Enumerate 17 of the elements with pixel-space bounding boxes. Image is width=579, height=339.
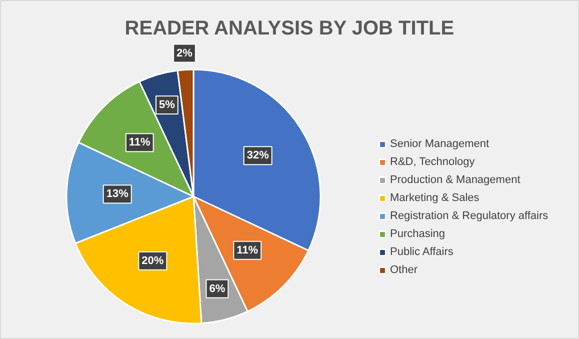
- data-label: 5%: [158, 99, 176, 112]
- data-label: 2%: [176, 47, 193, 60]
- data-label: 11%: [236, 244, 258, 256]
- legend-label: Marketing & Sales: [390, 191, 480, 205]
- legend-label: Public Affairs: [390, 245, 454, 259]
- chart-title: READER ANALYSIS BY JOB TITLE: [124, 18, 454, 40]
- data-label: 20%: [142, 254, 164, 267]
- data-label: 13%: [106, 188, 129, 200]
- legend-label: Registration & Regulatory affairs: [390, 209, 548, 223]
- legend-label: Senior Management: [390, 137, 490, 151]
- data-label: 32%: [246, 150, 270, 162]
- data-label: 11%: [128, 136, 151, 149]
- legend-label: Purchasing: [390, 227, 446, 241]
- legend-label: R&D, Technology: [390, 155, 475, 169]
- legend-label: Production & Management: [390, 173, 520, 187]
- data-label: 6%: [209, 282, 226, 295]
- legend-label: Other: [390, 263, 418, 277]
